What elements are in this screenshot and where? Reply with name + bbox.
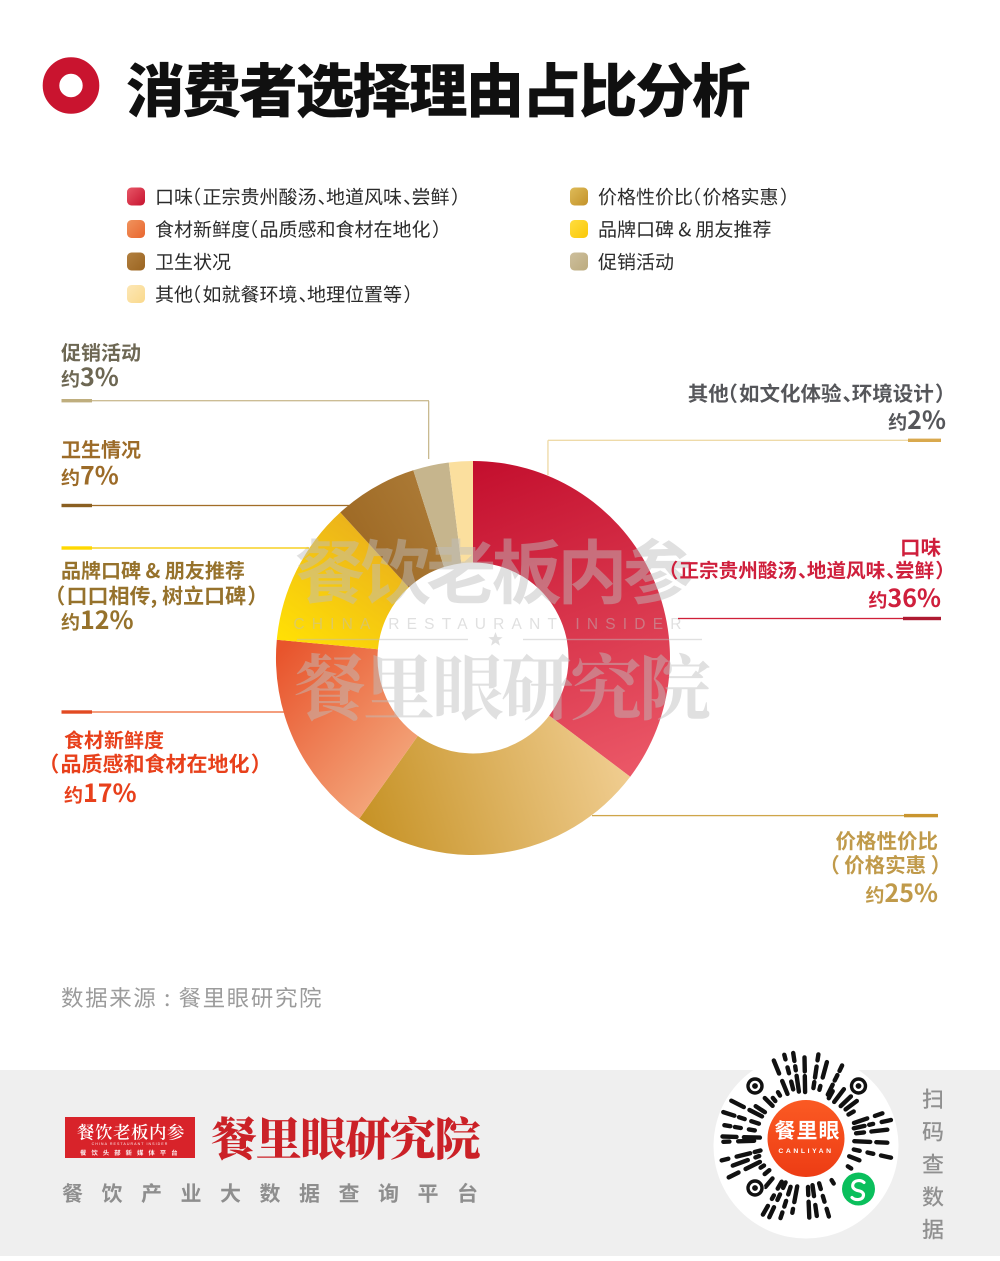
- svg-text:CHINA RESTAURANT INSIDER: CHINA RESTAURANT INSIDER: [92, 1142, 169, 1146]
- svg-text:CANLIYAN: CANLIYAN: [778, 1148, 833, 1155]
- svg-text:CHINA RESTAURANT INSIDER: CHINA RESTAURANT INSIDER: [293, 616, 688, 633]
